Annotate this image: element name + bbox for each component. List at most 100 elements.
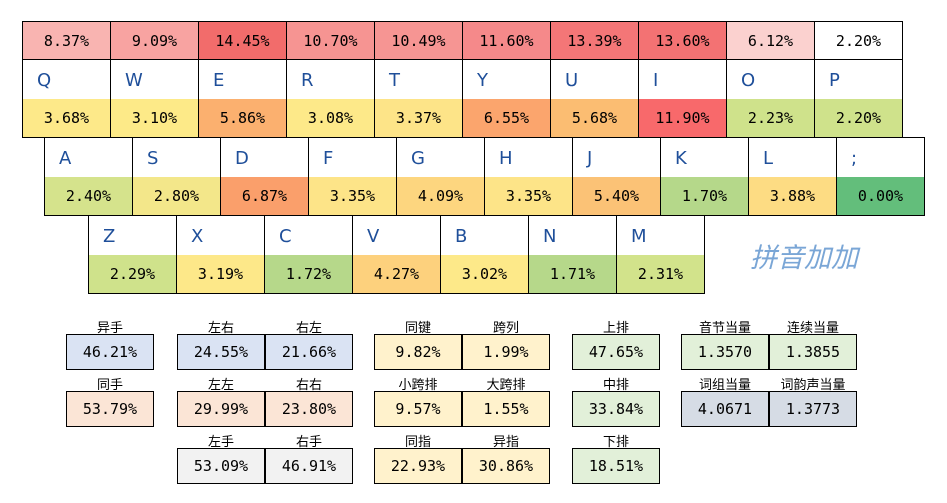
- stat-value: 33.84%: [572, 391, 660, 427]
- stat-label: 异指: [492, 435, 519, 450]
- key-a: A 2.40%: [44, 137, 133, 216]
- key-frequency: 5.68%: [551, 99, 638, 137]
- key-v: V 4.27%: [352, 215, 441, 294]
- stat-label: 下排: [602, 435, 629, 450]
- top-row-cell: 14.45%: [198, 21, 287, 60]
- key-o: O 2.23%: [726, 59, 815, 138]
- key-frequency: 4.09%: [397, 177, 484, 215]
- top-row-value: 8.37%: [43, 32, 90, 50]
- key-frequency: 3.68%: [23, 99, 110, 137]
- top-row-value: 10.70%: [303, 32, 358, 50]
- top-row-cell: 11.60%: [462, 21, 551, 60]
- key-h: H 3.35%: [484, 137, 573, 216]
- stat-value: 4.0671: [681, 391, 769, 427]
- key-letter: J: [587, 148, 593, 169]
- key-letter: L: [763, 148, 774, 169]
- stat-value: 23.80%: [265, 391, 353, 427]
- key-t: T 3.37%: [374, 59, 463, 138]
- key-frequency: 11.90%: [639, 99, 726, 137]
- key-r: R 3.08%: [286, 59, 375, 138]
- key-f: F 3.35%: [308, 137, 397, 216]
- brand-label: 拼音加加: [750, 243, 858, 274]
- key-m: M 2.31%: [616, 215, 705, 294]
- key-frequency: 3.88%: [749, 177, 836, 215]
- stat-value: 21.66%: [265, 334, 353, 370]
- stat-value: 1.3570: [681, 334, 769, 370]
- key-letter: E: [213, 70, 225, 91]
- key-z: Z 2.29%: [88, 215, 177, 294]
- key-frequency: 1.70%: [661, 177, 748, 215]
- top-row-cell: 6.12%: [726, 21, 815, 60]
- key-letter: U: [565, 70, 579, 91]
- stat-value: 9.57%: [374, 391, 462, 427]
- key-letter: R: [301, 70, 314, 91]
- key-b: B 3.02%: [440, 215, 529, 294]
- stat-value: 53.79%: [66, 391, 154, 427]
- key-letter: D: [235, 148, 249, 169]
- stat-value: 1.99%: [462, 334, 550, 370]
- key-frequency: 2.29%: [89, 255, 176, 293]
- key-frequency: 3.35%: [485, 177, 572, 215]
- key-e: E 5.86%: [198, 59, 287, 138]
- top-row-value: 2.20%: [835, 32, 882, 50]
- key-frequency: 3.02%: [441, 255, 528, 293]
- stat-label: 连续当量: [786, 321, 839, 336]
- key-letter: Y: [477, 70, 488, 91]
- key-frequency: 2.23%: [727, 99, 814, 137]
- stat-label: 同键: [404, 321, 431, 336]
- stat-label: 左手: [207, 435, 234, 450]
- key-letter: O: [741, 70, 756, 91]
- key-letter: H: [499, 148, 513, 169]
- key-letter: I: [653, 70, 659, 91]
- key-letter: B: [455, 226, 468, 247]
- stat-value: 24.55%: [177, 334, 265, 370]
- key-letter: Q: [37, 70, 52, 91]
- stat-label: 跨列: [492, 321, 519, 336]
- key-letter: F: [323, 148, 334, 169]
- stat-value: 1.55%: [462, 391, 550, 427]
- stat-label: 左右: [207, 321, 234, 336]
- key-letter: Z: [103, 226, 116, 247]
- key-l: L 3.88%: [748, 137, 837, 216]
- key-frequency: 6.55%: [463, 99, 550, 137]
- key-letter: M: [631, 226, 647, 247]
- stat-value: 22.93%: [374, 448, 462, 484]
- key-q: Q 3.68%: [22, 59, 111, 138]
- key-frequency: 2.80%: [133, 177, 220, 215]
- key-frequency: 1.72%: [265, 255, 352, 293]
- stat-label: 右右: [295, 378, 322, 393]
- stat-value: 1.3855: [769, 334, 857, 370]
- key-j: J 5.40%: [572, 137, 661, 216]
- key-letter: V: [367, 226, 380, 247]
- stat-label: 上排: [602, 321, 629, 336]
- key-w: W 3.10%: [110, 59, 199, 138]
- key-frequency: 2.40%: [45, 177, 132, 215]
- key-letter: ;: [851, 148, 858, 169]
- stat-label: 音节当量: [698, 321, 751, 336]
- key-x: X 3.19%: [176, 215, 265, 294]
- top-row-cell: 2.20%: [814, 21, 903, 60]
- key-d: D 6.87%: [220, 137, 309, 216]
- stat-value: 46.21%: [66, 334, 154, 370]
- key-g: G 4.09%: [396, 137, 485, 216]
- top-row-cell: 8.37%: [22, 21, 111, 60]
- key-semicolon: ; 0.00%: [836, 137, 925, 216]
- stat-value: 29.99%: [177, 391, 265, 427]
- key-p: P 2.20%: [814, 59, 903, 138]
- stat-label: 小跨排: [398, 378, 438, 393]
- key-letter: T: [389, 70, 400, 91]
- key-frequency: 3.35%: [309, 177, 396, 215]
- key-frequency: 2.20%: [815, 99, 902, 137]
- key-i: I 11.90%: [638, 59, 727, 138]
- key-frequency: 4.27%: [353, 255, 440, 293]
- key-frequency: 2.31%: [617, 255, 704, 293]
- stat-value: 1.3773: [769, 391, 857, 427]
- top-row-value: 6.12%: [747, 32, 794, 50]
- stat-value: 30.86%: [462, 448, 550, 484]
- key-frequency: 6.87%: [221, 177, 308, 215]
- key-frequency: 0.00%: [837, 177, 924, 215]
- stat-value: 46.91%: [265, 448, 353, 484]
- stat-label: 左左: [207, 378, 234, 393]
- key-letter: N: [543, 226, 557, 247]
- key-letter: G: [411, 148, 425, 169]
